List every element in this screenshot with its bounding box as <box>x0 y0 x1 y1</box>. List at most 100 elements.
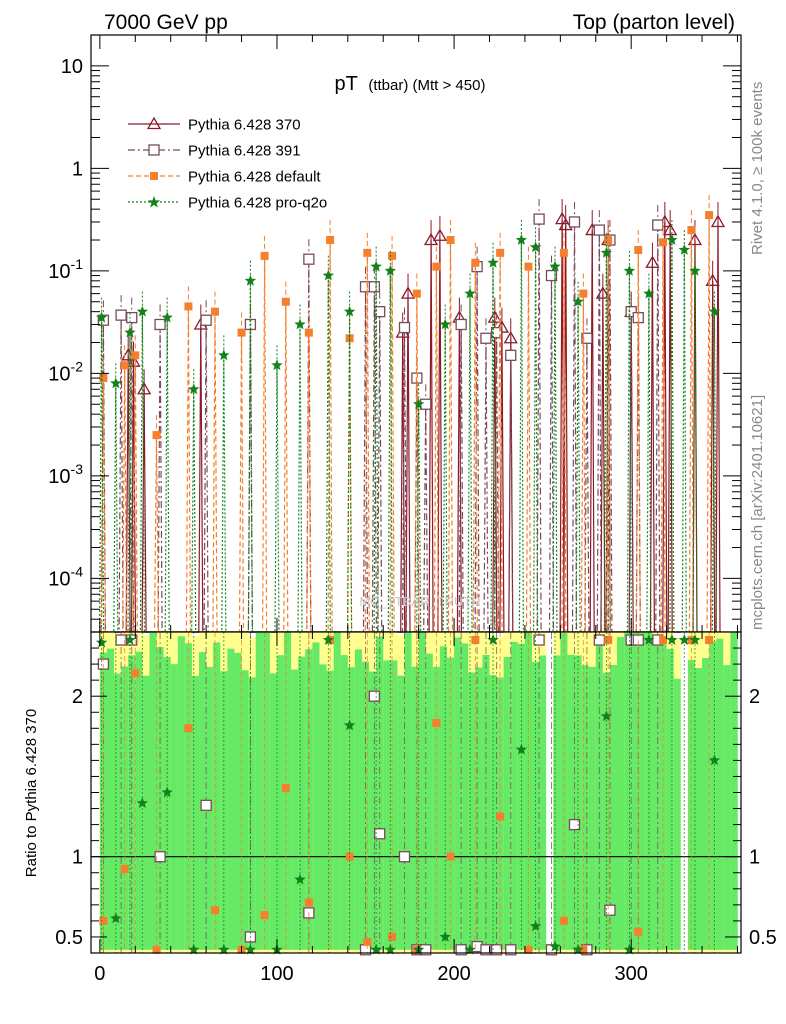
data-point-3 <box>136 305 149 317</box>
ratio-band-green <box>269 673 278 950</box>
ratio-band-green <box>609 664 618 950</box>
data-point-2 <box>304 328 313 337</box>
data-point-0 <box>645 255 660 268</box>
legend-marker-pro-q2o <box>147 196 161 208</box>
ratio-point-2 <box>524 945 533 954</box>
data-point-0 <box>432 228 448 241</box>
main-axes: 10-4 10-3 10-2 10-1 1 10 <box>48 34 741 632</box>
ratio-band-green <box>220 671 228 950</box>
ratio-band-green <box>369 671 377 950</box>
data-point-0 <box>400 286 416 299</box>
ratio-band-green <box>354 649 363 950</box>
ratio-point-3 <box>708 754 721 766</box>
data-point-3 <box>666 234 678 245</box>
ratio-point-3 <box>439 931 451 942</box>
data-point-2 <box>659 238 668 247</box>
ratio-band-green <box>234 652 242 950</box>
ratio-band-green <box>397 675 405 950</box>
ratio-point-1 <box>490 944 503 956</box>
ratio-band-green <box>114 673 122 950</box>
ratio-point-2 <box>432 718 441 727</box>
data-point-2 <box>152 431 161 440</box>
ratio-band-green <box>510 641 519 950</box>
ratio-band-green <box>581 665 589 950</box>
data-point-3 <box>529 241 542 253</box>
ratio-band-green <box>411 666 419 950</box>
ratio-point-3 <box>678 634 690 645</box>
ratio-band-green <box>298 656 306 950</box>
data-point-2 <box>210 307 219 316</box>
ratio-band-green <box>475 667 483 950</box>
ratio-band-green <box>418 632 427 950</box>
ratio-band-green <box>638 632 646 950</box>
ratio-frame <box>90 631 742 954</box>
ratio-point-2 <box>559 916 568 925</box>
ratio-band-green <box>255 632 264 950</box>
data-point-1 <box>398 321 411 334</box>
data-point-2 <box>363 248 372 257</box>
data-point-2 <box>345 334 354 343</box>
ratio-point-3 <box>322 634 334 645</box>
data-point-3 <box>439 318 451 330</box>
ratio-band-green <box>602 672 611 950</box>
data-point-3 <box>294 318 306 330</box>
data-point-1 <box>568 216 581 228</box>
data-point-1 <box>625 306 637 318</box>
data-point-1 <box>652 219 664 231</box>
main-panel: MC_TTBAR_TRUTH 10-4 10-3 10-2 10-1 1 10 pT (t… <box>48 34 742 633</box>
legend-marker-default <box>150 172 158 180</box>
ratio-point-1 <box>533 634 545 646</box>
ratio-y-tick-label-right: 1 <box>749 847 760 869</box>
ratio-point-1 <box>200 799 212 811</box>
ratio-band-green <box>503 656 512 950</box>
data-point-2 <box>559 248 568 257</box>
ratio-band-green <box>553 655 561 950</box>
data-point-2 <box>446 236 455 245</box>
ratio-band-green <box>454 637 462 950</box>
ratio-point-2 <box>687 636 696 645</box>
ratio-point-1 <box>154 851 166 863</box>
ratio-band-green <box>241 670 249 950</box>
legend-entry-370: Pythia 6.428 370 <box>128 117 301 134</box>
ratio-band-green <box>702 658 710 950</box>
legend-label-391: Pythia 6.428 391 <box>188 143 301 160</box>
x-tick-label: 300 <box>615 963 648 985</box>
ratio-band-green <box>390 660 398 950</box>
y-tick-label: 10-2 <box>48 358 83 385</box>
data-point-3 <box>572 295 584 307</box>
data-point-2 <box>281 297 290 306</box>
ratio-y-tick-label: 1 <box>72 847 83 869</box>
legend-label-default: Pythia 6.428 default <box>188 169 321 186</box>
ratio-band-green <box>191 675 200 950</box>
ratio-point-3 <box>244 943 257 955</box>
data-point-2 <box>432 262 441 271</box>
ratio-band-green <box>461 643 469 950</box>
ratio-point-3 <box>136 797 149 809</box>
ratio-plot-area <box>91 632 741 956</box>
data-point-0 <box>503 330 518 344</box>
y-tick-label: 10-3 <box>48 461 83 488</box>
ratio-point-2 <box>496 812 505 821</box>
ratio-band-green <box>673 678 682 950</box>
ratio-point-1 <box>455 944 467 956</box>
ratio-point-2 <box>304 898 313 907</box>
ratio-band-green <box>588 666 597 950</box>
ratio-band-green <box>347 667 356 950</box>
legend-entry-pro-q2o: Pythia 6.428 pro-q2o <box>128 195 327 212</box>
data-point-3 <box>384 264 396 276</box>
ratio-band-green <box>645 632 653 950</box>
data-point-1 <box>303 253 315 265</box>
ratio-band-green <box>213 642 221 950</box>
ratio-point-1 <box>604 904 616 916</box>
data-point-3 <box>322 269 334 281</box>
ratio-point-3 <box>188 943 200 955</box>
data-point-3 <box>708 305 721 317</box>
ratio-y-tick-label-right: 0.5 <box>749 927 777 949</box>
ratio-band-green <box>574 655 582 950</box>
ratio-point-2 <box>184 724 193 733</box>
x-tick-label: 0 <box>94 963 105 985</box>
data-point-0 <box>705 273 720 286</box>
data-point-3 <box>188 383 200 395</box>
ratio-point-2 <box>260 911 269 920</box>
ratio-point-3 <box>294 873 306 885</box>
